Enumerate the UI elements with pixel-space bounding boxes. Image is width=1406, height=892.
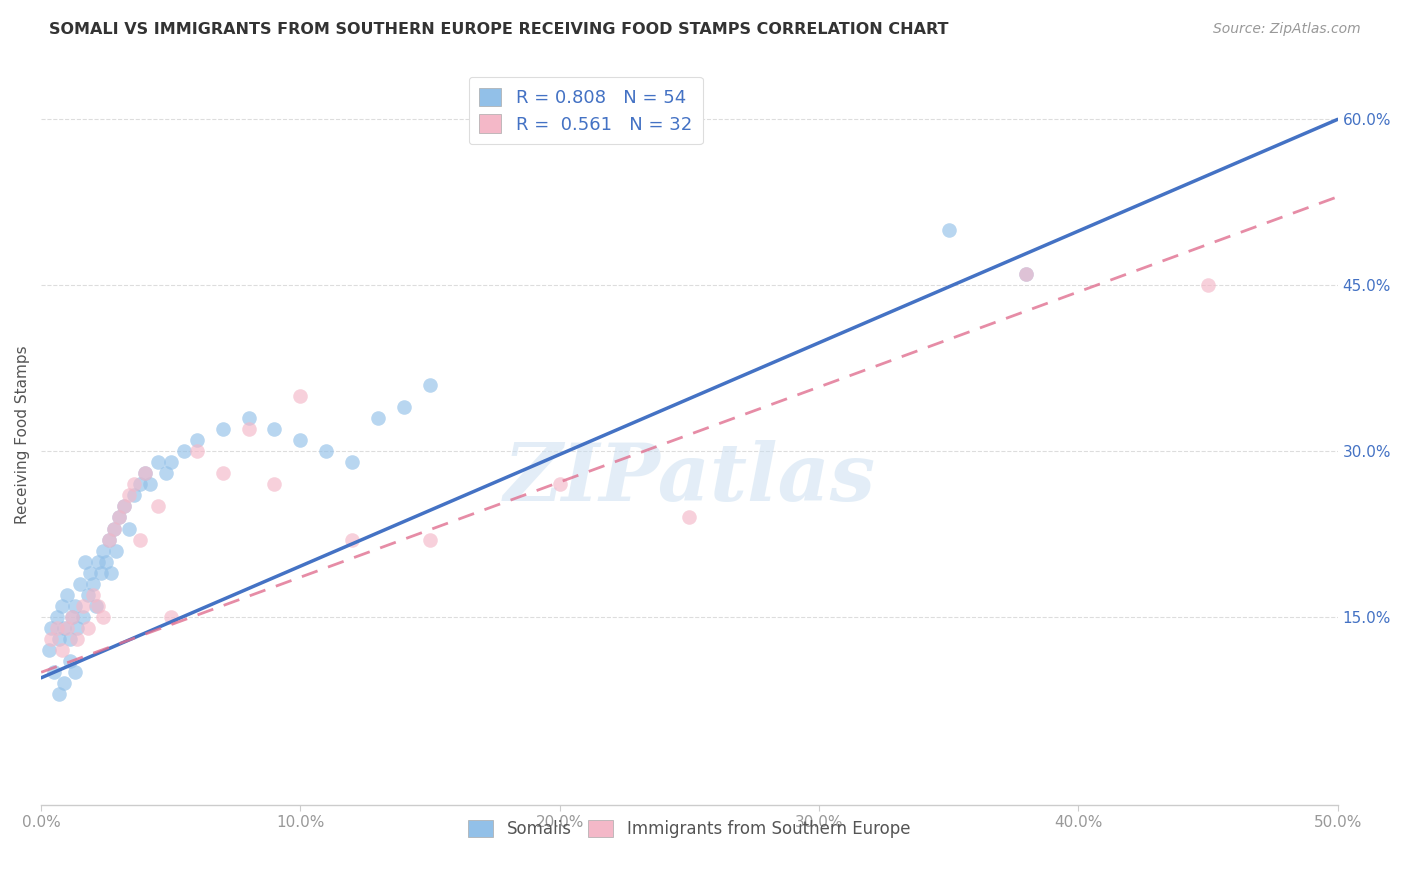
Point — [53, 621, 76, 635]
Point — [1197, 278, 1219, 293]
Point — [342, 533, 364, 547]
Point — [211, 467, 233, 481]
Point — [51, 599, 73, 613]
Point — [56, 588, 79, 602]
Point — [53, 676, 76, 690]
Y-axis label: Receiving Food Stamps: Receiving Food Stamps — [15, 345, 30, 524]
Point — [75, 555, 97, 569]
Point — [938, 223, 960, 237]
Point — [155, 467, 177, 481]
Point — [173, 444, 195, 458]
Point — [159, 455, 181, 469]
Point — [66, 621, 89, 635]
Point — [82, 588, 104, 602]
Point — [103, 522, 125, 536]
Point — [367, 411, 389, 425]
Point — [56, 621, 79, 635]
Point — [186, 433, 208, 447]
Text: ZIPatlas: ZIPatlas — [503, 441, 876, 517]
Point — [139, 477, 162, 491]
Point — [263, 477, 285, 491]
Point — [60, 610, 83, 624]
Point — [134, 467, 156, 481]
Point — [59, 654, 82, 668]
Point — [97, 533, 120, 547]
Point — [87, 599, 110, 613]
Point — [128, 477, 150, 491]
Point — [84, 599, 107, 613]
Point — [59, 632, 82, 647]
Point — [290, 389, 312, 403]
Point — [112, 500, 135, 514]
Point — [108, 510, 131, 524]
Point — [290, 433, 312, 447]
Point — [678, 510, 700, 524]
Point — [100, 566, 122, 580]
Point — [48, 687, 70, 701]
Point — [211, 422, 233, 436]
Point — [238, 422, 260, 436]
Point — [87, 555, 110, 569]
Point — [69, 577, 91, 591]
Point — [93, 543, 115, 558]
Point — [97, 533, 120, 547]
Point — [41, 632, 63, 647]
Point — [419, 377, 441, 392]
Point — [63, 665, 86, 680]
Point — [419, 533, 441, 547]
Point — [63, 599, 86, 613]
Point — [392, 400, 415, 414]
Point — [112, 500, 135, 514]
Text: SOMALI VS IMMIGRANTS FROM SOUTHERN EUROPE RECEIVING FOOD STAMPS CORRELATION CHAR: SOMALI VS IMMIGRANTS FROM SOUTHERN EUROP… — [49, 22, 949, 37]
Point — [548, 477, 571, 491]
Point — [72, 599, 94, 613]
Point — [134, 467, 156, 481]
Point — [66, 632, 89, 647]
Point — [72, 610, 94, 624]
Point — [118, 522, 141, 536]
Point — [90, 566, 112, 580]
Point — [51, 643, 73, 657]
Point — [118, 488, 141, 502]
Point — [315, 444, 337, 458]
Point — [38, 643, 60, 657]
Point — [159, 610, 181, 624]
Point — [263, 422, 285, 436]
Point — [82, 577, 104, 591]
Point — [238, 411, 260, 425]
Legend: Somalis, Immigrants from Southern Europe: Somalis, Immigrants from Southern Europe — [461, 814, 917, 845]
Point — [93, 610, 115, 624]
Point — [128, 533, 150, 547]
Point — [76, 621, 98, 635]
Point — [146, 500, 169, 514]
Point — [76, 588, 98, 602]
Point — [48, 632, 70, 647]
Point — [94, 555, 117, 569]
Point — [45, 621, 67, 635]
Point — [342, 455, 364, 469]
Point — [41, 621, 63, 635]
Point — [146, 455, 169, 469]
Point — [124, 477, 146, 491]
Point — [108, 510, 131, 524]
Point — [105, 543, 128, 558]
Point — [45, 610, 67, 624]
Point — [1015, 267, 1038, 281]
Text: Source: ZipAtlas.com: Source: ZipAtlas.com — [1213, 22, 1361, 37]
Point — [186, 444, 208, 458]
Point — [124, 488, 146, 502]
Point — [60, 610, 83, 624]
Point — [103, 522, 125, 536]
Point — [79, 566, 101, 580]
Point — [1015, 267, 1038, 281]
Point — [42, 665, 65, 680]
